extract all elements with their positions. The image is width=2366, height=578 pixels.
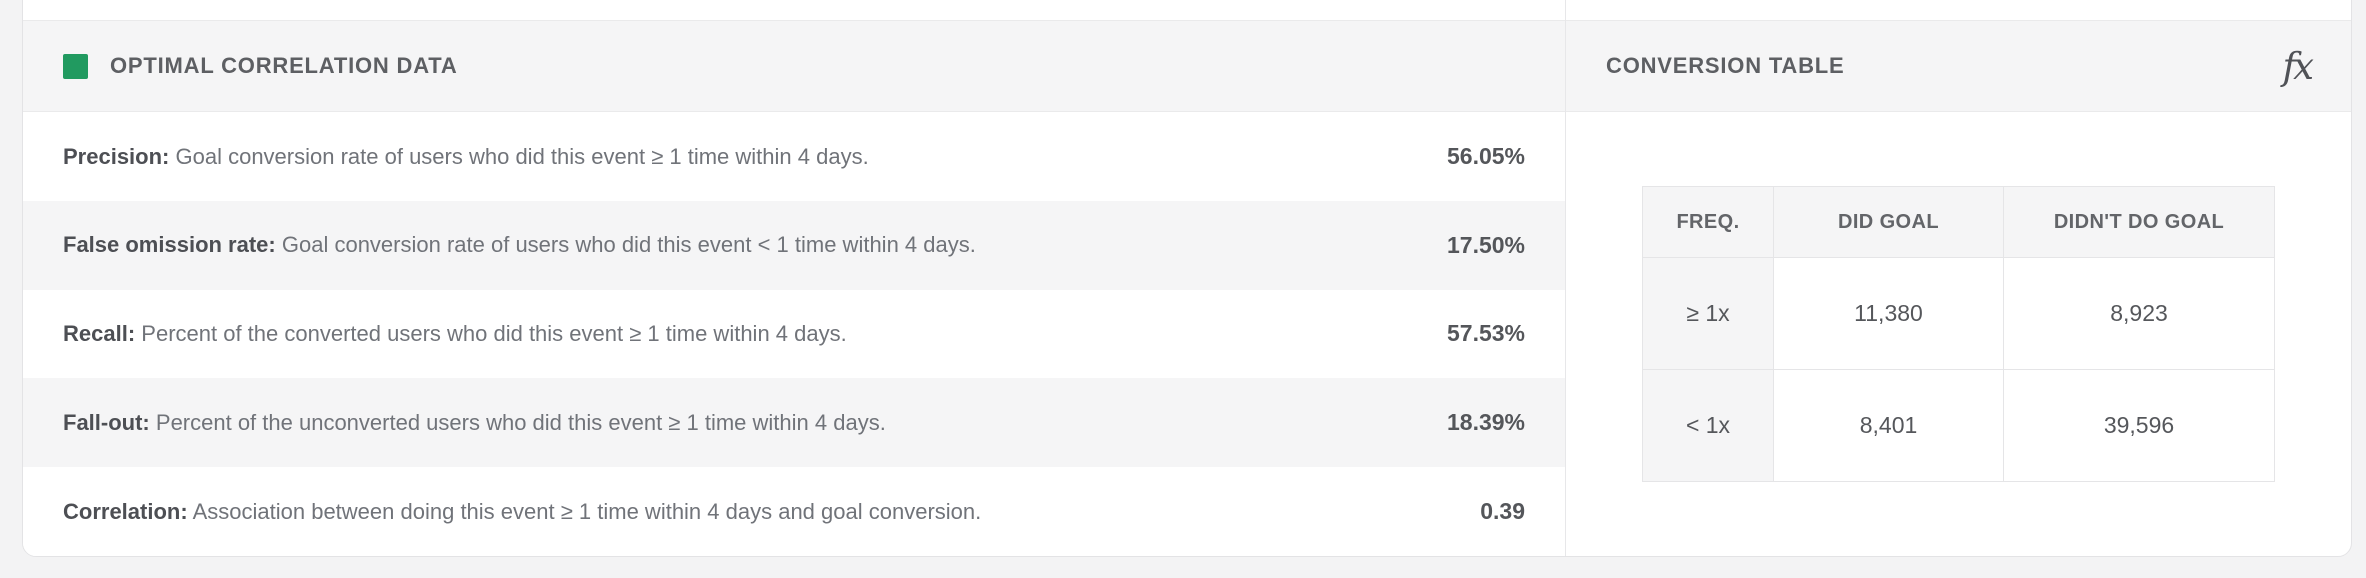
metric-definition: Percent of the converted users who did t…: [141, 321, 847, 347]
metric-value: 0.39: [1480, 498, 1525, 525]
metric-row-fall-out: Fall-out: Percent of the unconverted use…: [23, 378, 1565, 468]
column-header-freq: FREQ.: [1643, 187, 1773, 257]
row-label-gte-1x: ≥ 1x: [1643, 258, 1773, 369]
metric-description: Recall: Percent of the converted users w…: [63, 319, 877, 349]
metric-label: Correlation:: [63, 498, 188, 524]
event-legend-swatch-icon: [63, 53, 88, 79]
optimal-correlation-header: OPTIMAL CORRELATION DATA: [23, 20, 1565, 112]
cell-didnt-do-goal-lt-1x: 39,596: [2004, 370, 2274, 481]
metric-row-recall: Recall: Percent of the converted users w…: [23, 289, 1565, 379]
column-header-didnt-do-goal: DIDN'T DO GOAL: [2004, 187, 2274, 257]
metric-description: False omission rate: Goal conversion rat…: [63, 230, 1006, 260]
metric-definition: Association between doing this event ≥ 1…: [192, 498, 982, 524]
panel-top-spacer: [23, 0, 1565, 20]
metric-definition: Goal conversion rate of users who did th…: [281, 232, 976, 258]
conversion-table-header: CONVERSION TABLE fx: [1566, 20, 2351, 112]
metric-value: 18.39%: [1446, 409, 1525, 436]
conversion-table-panel: CONVERSION TABLE fx FREQ. DID GOAL DIDN'…: [1565, 0, 2351, 556]
metric-row-correlation: Correlation: Association between doing t…: [23, 467, 1565, 556]
optimal-correlation-panel: OPTIMAL CORRELATION DATA Precision: Goal…: [23, 0, 1565, 556]
correlation-card: OPTIMAL CORRELATION DATA Precision: Goal…: [22, 0, 2352, 557]
metric-label: Precision:: [63, 143, 170, 169]
metric-row-false-omission-rate: False omission rate: Goal conversion rat…: [23, 200, 1565, 290]
metric-description: Precision: Goal conversion rate of users…: [63, 142, 899, 172]
panel-top-spacer: [1566, 0, 2351, 20]
metric-description: Correlation: Association between doing t…: [63, 497, 1011, 527]
metric-label: Fall-out:: [63, 409, 150, 435]
conversion-table-area: FREQ. DID GOAL DIDN'T DO GOAL ≥ 1x 11,38…: [1566, 112, 2351, 556]
formula-fx-icon[interactable]: fx: [2282, 44, 2314, 88]
metric-definition: Goal conversion rate of users who did th…: [175, 143, 869, 169]
metric-description: Fall-out: Percent of the unconverted use…: [63, 408, 916, 438]
conversion-table-title: CONVERSION TABLE: [1606, 53, 1845, 78]
column-header-did-goal: DID GOAL: [1774, 187, 2003, 257]
metric-value: 57.53%: [1446, 320, 1525, 347]
metric-definition: Percent of the unconverted users who did…: [155, 409, 886, 435]
metric-label: False omission rate:: [63, 232, 276, 258]
cell-did-goal-gte-1x: 11,380: [1774, 258, 2003, 369]
cell-didnt-do-goal-gte-1x: 8,923: [2004, 258, 2274, 369]
metric-rows: Precision: Goal conversion rate of users…: [23, 112, 1565, 556]
optimal-correlation-title: OPTIMAL CORRELATION DATA: [110, 53, 458, 78]
metric-value: 56.05%: [1446, 142, 1525, 169]
cell-did-goal-lt-1x: 8,401: [1774, 370, 2003, 481]
metric-label: Recall:: [63, 321, 136, 347]
row-label-lt-1x: < 1x: [1643, 370, 1773, 481]
conversion-table: FREQ. DID GOAL DIDN'T DO GOAL ≥ 1x 11,38…: [1642, 186, 2275, 482]
metric-value: 17.50%: [1446, 231, 1525, 258]
metric-row-precision: Precision: Goal conversion rate of users…: [23, 112, 1565, 201]
